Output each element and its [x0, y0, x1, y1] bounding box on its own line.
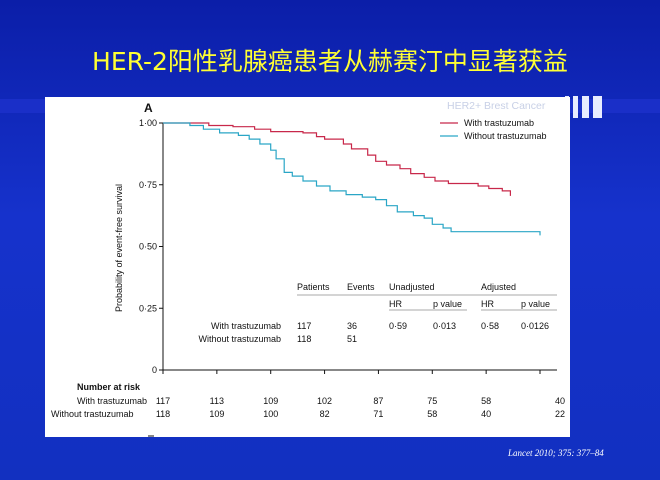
- x-ticks: [162, 370, 541, 374]
- summary-header-patients: Patients: [297, 282, 330, 292]
- risk-value: 58: [481, 396, 491, 406]
- summary-row2-patients: 118: [297, 334, 311, 344]
- risk-table: Number at risk With trastuzumab Without …: [51, 382, 565, 419]
- risk-value: 22: [555, 409, 565, 419]
- risk-value: 58: [427, 409, 437, 419]
- risk-value: 102: [317, 396, 332, 406]
- y-tick-label: 0·75: [139, 180, 157, 190]
- risk-value: 118: [156, 409, 170, 419]
- y-tick-label: 0·25: [139, 303, 157, 313]
- risk-value: 87: [373, 396, 383, 406]
- risk-value: 109: [263, 396, 278, 406]
- risk-value: 100: [263, 409, 278, 419]
- km-curve-with-trastuzumab: [163, 122, 511, 196]
- summary-header-events: Events: [347, 282, 375, 292]
- watermark: HER2+ Brest Cancer: [447, 100, 546, 112]
- risk-values: 117 113 109 102 87 75 58 40 118 109 100 82 71 58 40 22: [156, 396, 565, 419]
- km-curve-without-trastuzumab: [163, 122, 541, 236]
- risk-value: 109: [209, 409, 224, 419]
- summary-row1-patients: 117: [297, 321, 311, 331]
- panel-label: A: [144, 101, 153, 115]
- risk-value: 75: [427, 396, 437, 406]
- summary-table: Patients Events Unadjusted Adjusted HR p…: [198, 282, 557, 344]
- risk-value: 82: [320, 409, 330, 419]
- summary-row1-p-adj: 0·0126: [521, 321, 549, 331]
- y-axis-label: Probability of event-free survival: [114, 184, 124, 312]
- risk-value: 71: [373, 409, 383, 419]
- summary-row2-label: Without trastuzumab: [198, 334, 281, 344]
- y-tick-label: 0: [152, 365, 157, 375]
- summary-row1-hr-unadj: 0·59: [389, 321, 407, 331]
- summary-row1-hr-adj: 0·58: [481, 321, 499, 331]
- survival-curves: [163, 122, 541, 236]
- y-tick-label: 1·00: [139, 118, 157, 128]
- risk-value: 40: [481, 409, 491, 419]
- y-tick-label: 0·50: [139, 242, 157, 252]
- risk-value: 117: [156, 396, 170, 406]
- legend-label-without: Without trastuzumab: [464, 131, 547, 141]
- summary-header-adjusted: Adjusted: [481, 282, 516, 292]
- risk-value: 113: [210, 396, 224, 406]
- summary-row1-label: With trastuzumab: [211, 321, 281, 331]
- slide-title: HER-2阳性乳腺癌患者从赫赛汀中显著获益: [92, 47, 568, 76]
- risk-value: 40: [555, 396, 565, 406]
- legend: With trastuzumab Without trastuzumab: [440, 118, 547, 141]
- y-ticks: 0 0·25 0·50 0·75 1·00: [139, 118, 163, 375]
- summary-sub-hr-unadj: HR: [389, 299, 402, 309]
- summary-row1-events: 36: [347, 321, 357, 331]
- risk-row1-label: With trastuzumab: [77, 396, 147, 406]
- chart-panel: HER2+ Brest Cancer A Probability of even…: [45, 97, 570, 437]
- summary-header-unadjusted: Unadjusted: [389, 282, 435, 292]
- legend-label-with: With trastuzumab: [464, 118, 534, 128]
- summary-sub-p-adj: p value: [521, 299, 550, 309]
- risk-table-title: Number at risk: [77, 382, 141, 392]
- citation: Lancet 2010; 375: 377–84: [508, 448, 604, 458]
- risk-row2-label: Without trastuzumab: [51, 409, 134, 419]
- summary-row1-p-unadj: 0·013: [433, 321, 456, 331]
- summary-sub-p-unadj: p value: [433, 299, 462, 309]
- km-chart: A Probability of event-free survival 0 0·…: [51, 101, 565, 437]
- summary-row2-events: 51: [347, 334, 357, 344]
- summary-sub-hr-adj: HR: [481, 299, 494, 309]
